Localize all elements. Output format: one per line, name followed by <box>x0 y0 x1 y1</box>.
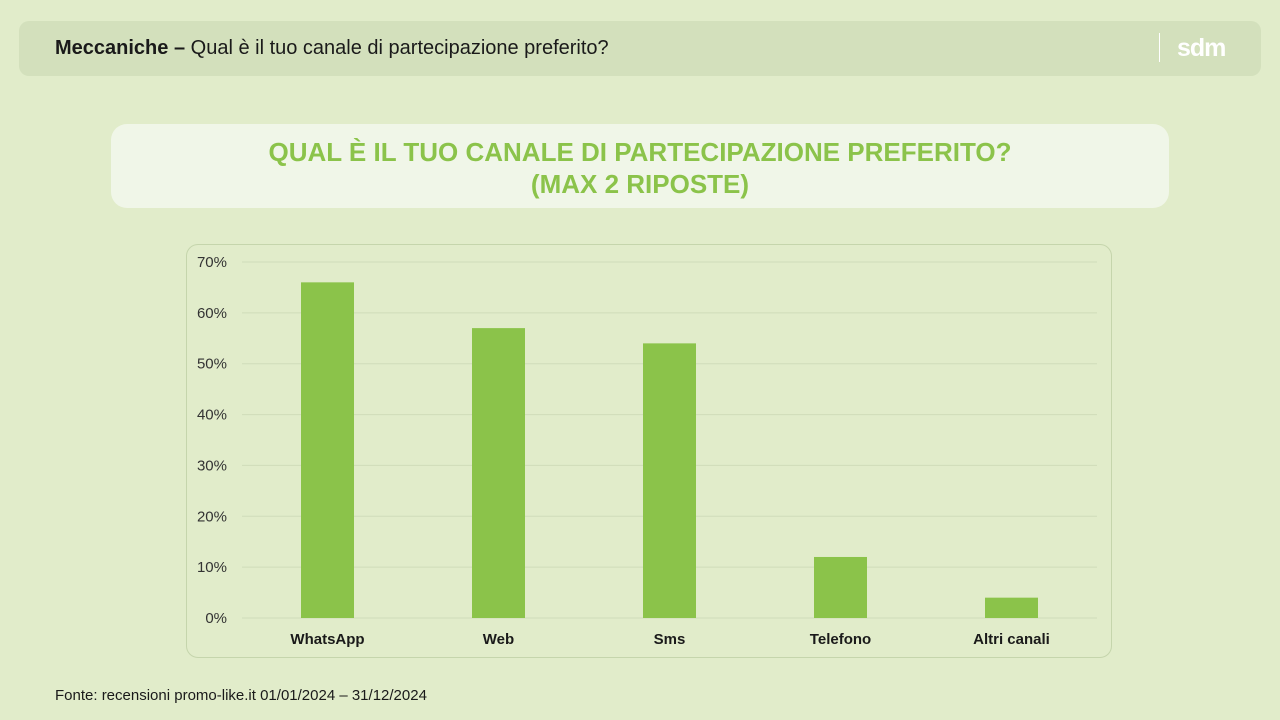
bar-telefono <box>814 556 867 618</box>
bar-sms <box>643 343 696 618</box>
chart-frame: 0% 10% 20% 30% 40% 50% 60% 70% WhatsApp Web Sms Tel… <box>186 244 1112 658</box>
bar-chart: 0% 10% 20% 30% 40% 50% 60% 70% WhatsApp Web Sms Tel… <box>197 254 1097 648</box>
chart-title-line1: QUAL È IL TUO CANALE DI PARTECIPAZIONE P… <box>268 137 1012 167</box>
y-tick-label: 70% <box>197 254 227 271</box>
sdm-logo: sdm <box>1177 34 1226 62</box>
x-category-label: Altri canali <box>973 631 1050 648</box>
chart-title-line2: (MAX 2 RIPOSTE) <box>530 169 750 199</box>
bar-web <box>472 328 525 618</box>
y-tick-label: 60% <box>197 305 227 322</box>
y-tick-label: 20% <box>197 508 227 525</box>
header-title: Meccaniche – Qual è il tuo canale di par… <box>55 21 609 76</box>
source-note: Fonte: recensioni promo-like.it 01/01/20… <box>55 687 427 704</box>
x-category-label: Sms <box>654 631 686 648</box>
header-divider <box>1159 33 1160 62</box>
y-tick-label: 0% <box>205 610 227 627</box>
chart-title-box: QUAL È IL TUO CANALE DI PARTECIPAZIONE P… <box>111 124 1169 208</box>
bar-whatsapp <box>301 282 354 618</box>
y-tick-label: 40% <box>197 407 227 424</box>
x-category-label: Telefono <box>810 631 871 648</box>
y-tick-label: 10% <box>197 559 227 576</box>
y-tick-label: 30% <box>197 457 227 474</box>
header-title-rest: Qual è il tuo canale di partecipazione p… <box>190 37 609 59</box>
x-category-label: Web <box>483 631 514 648</box>
y-tick-label: 50% <box>197 356 227 373</box>
header-bar: Meccaniche – Qual è il tuo canale di par… <box>19 21 1261 76</box>
header-title-bold: Meccaniche – <box>55 37 186 59</box>
x-category-label: WhatsApp <box>290 631 364 648</box>
bar-altri-canali <box>985 597 1038 618</box>
